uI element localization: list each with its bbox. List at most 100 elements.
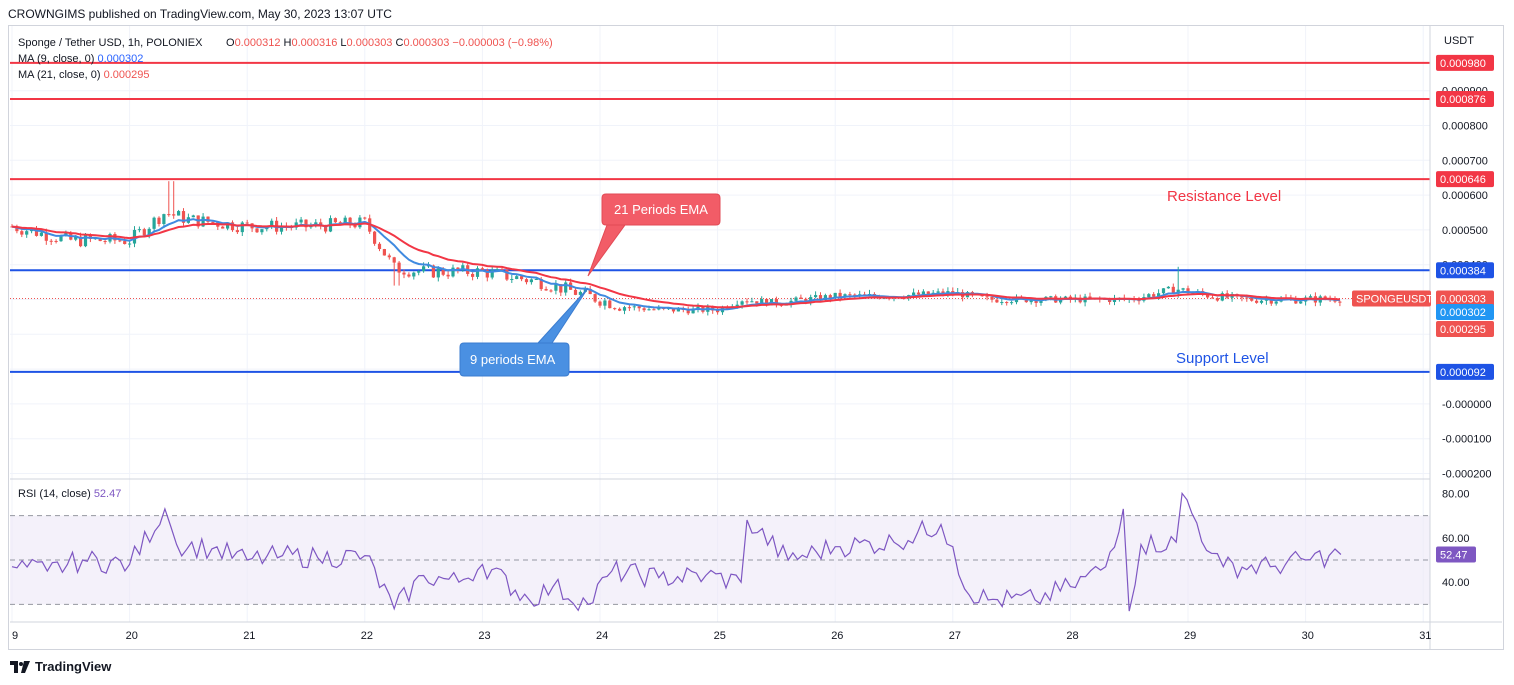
candle-body: [588, 288, 592, 295]
candle-body: [1186, 288, 1190, 294]
candle-body: [1108, 299, 1112, 303]
support-label: Support Level: [1176, 350, 1269, 367]
tag-mid: 0.000384: [1440, 265, 1486, 277]
candle-body: [34, 228, 39, 236]
candle-body: [515, 276, 519, 280]
tag-r2: 0.000876: [1440, 94, 1486, 106]
candle-body: [637, 306, 641, 309]
candle-body: [745, 301, 749, 303]
candle-body: [1039, 300, 1043, 303]
candle-body: [814, 295, 818, 298]
candle-body: [622, 307, 627, 311]
candle-body: [1088, 296, 1092, 299]
candle-body: [1005, 302, 1009, 304]
candle-body: [387, 255, 391, 258]
candle-body: [338, 222, 342, 225]
candle-body: [83, 234, 88, 247]
candle-body: [461, 265, 465, 271]
candle-body: [750, 301, 754, 303]
candle-body: [578, 291, 582, 295]
candle-body: [260, 229, 264, 233]
candle-body: [348, 217, 352, 226]
price-tick-label: 0.000600: [1442, 190, 1488, 202]
candle-body: [853, 294, 857, 296]
candle-body: [167, 214, 171, 216]
candle-body: [480, 268, 484, 271]
candle-body: [1152, 294, 1156, 297]
price-tick-label: -0.000000: [1442, 399, 1492, 411]
legend-symbol: Sponge / Tether USD, 1h, POLONIEX: [18, 37, 203, 49]
candle-body: [799, 297, 803, 299]
candle-body: [921, 291, 925, 295]
date-axis-ticks: 9 20 21 22 23 24 25 26 27 28 29 30 31: [12, 630, 1431, 642]
candle-body: [716, 310, 720, 313]
candle-body: [833, 292, 837, 299]
date-tick-label: 28: [1066, 630, 1078, 642]
candle-body: [603, 300, 607, 306]
candle-body: [270, 220, 274, 228]
candle-body: [147, 228, 151, 236]
legend-ma9: MA (9, close, 0) 0.000302: [18, 53, 143, 65]
candle-body: [818, 295, 823, 301]
candle-body: [475, 268, 480, 277]
candle-body: [544, 289, 548, 291]
tag-last: 0.000303: [1440, 293, 1486, 305]
candle-body: [809, 297, 813, 303]
candle-body: [529, 279, 533, 283]
candle-body: [823, 295, 827, 301]
candle-body: [1274, 301, 1278, 304]
candle-body: [613, 308, 617, 310]
candle-body: [431, 265, 435, 278]
tag-r3: 0.000646: [1440, 174, 1486, 186]
date-tick-label: 27: [949, 630, 961, 642]
tradingview-brand[interactable]: TradingView: [10, 659, 111, 674]
price-tick-label: 0.000800: [1442, 121, 1488, 133]
candle-body: [1034, 300, 1038, 303]
tag-r1: 0.000980: [1440, 58, 1486, 70]
candle-body: [255, 228, 259, 233]
candle-body: [740, 301, 744, 305]
publisher-caption: CROWNGIMS published on TradingView.com, …: [8, 7, 392, 21]
candle-body: [995, 299, 999, 303]
ema9-callout-text: 9 periods EMA: [470, 352, 556, 367]
tag-rsi-bg: [1436, 546, 1476, 563]
candle-body: [123, 241, 127, 245]
candle-body: [441, 268, 445, 275]
candle-body: [397, 262, 401, 273]
candle-body: [657, 307, 661, 310]
candle-body: [294, 222, 298, 228]
candle-body: [392, 257, 396, 263]
candle-body: [128, 243, 132, 245]
candle-body: [471, 273, 475, 277]
candle-body: [324, 226, 328, 232]
candle-body: [373, 231, 377, 244]
candle-body: [642, 308, 646, 311]
candle-body: [1059, 298, 1063, 303]
candle-body: [774, 299, 778, 305]
candle-body: [554, 284, 558, 291]
candle-body: [534, 278, 538, 280]
candle-body: [490, 269, 494, 278]
candle-body: [1171, 286, 1175, 294]
candle-body: [495, 269, 499, 271]
tag-r2-bg: [1436, 91, 1494, 108]
candle-body: [25, 231, 29, 235]
candle-body: [838, 292, 842, 298]
candle-body: [794, 297, 798, 301]
candle-body: [304, 219, 308, 228]
tag-ma9-bg: [1436, 304, 1494, 320]
candle-body: [240, 222, 244, 233]
candle-body: [676, 308, 680, 312]
candle-body: [632, 306, 636, 308]
candle-body: [1029, 300, 1033, 303]
candle-body: [1220, 293, 1224, 301]
tag-ma9: 0.000302: [1440, 307, 1486, 319]
candle-body: [177, 211, 181, 216]
candle-body: [691, 308, 695, 314]
candle-body: [1338, 301, 1342, 303]
date-tick-label: 24: [596, 630, 608, 642]
candle-body: [412, 272, 416, 277]
candle-body: [828, 295, 832, 299]
tradingview-logo-icon: [10, 660, 30, 673]
